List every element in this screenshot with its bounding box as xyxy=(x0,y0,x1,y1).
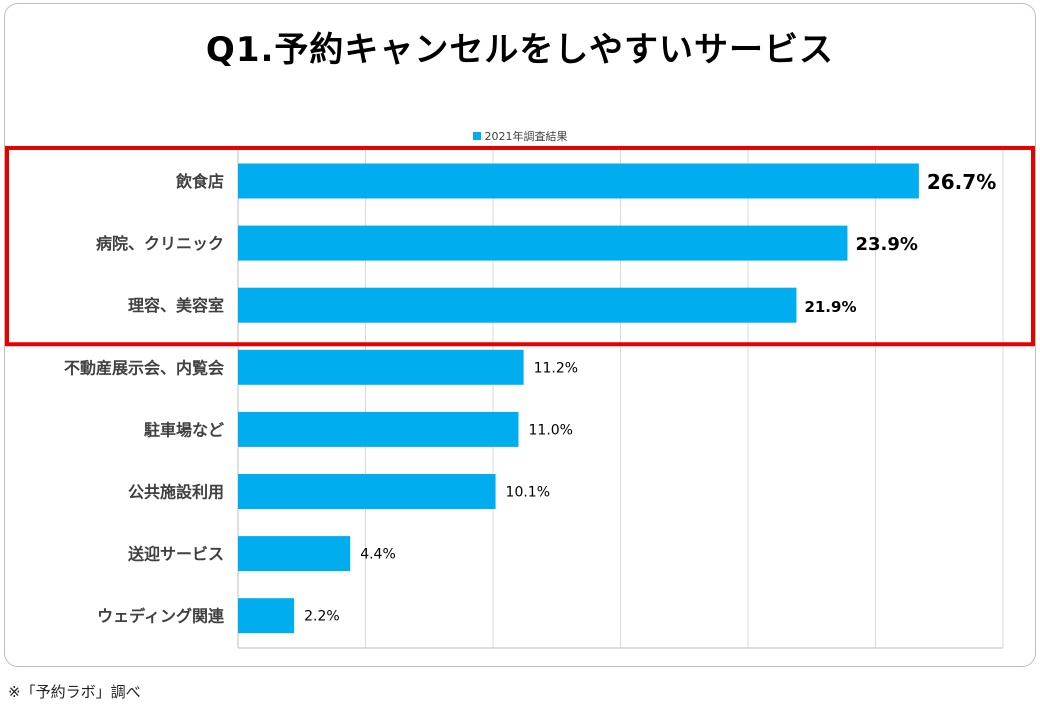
data-label: 23.9% xyxy=(855,234,917,255)
chart-frame xyxy=(4,3,1036,667)
category-label: ウェディング関連 xyxy=(97,607,225,626)
bar xyxy=(238,163,919,199)
legend: 2021年調査結果 xyxy=(0,128,1040,144)
source-note: ※「予約ラボ」調べ xyxy=(8,683,141,701)
legend-label: 2021年調査結果 xyxy=(484,130,568,143)
data-label: 2.2% xyxy=(304,609,340,625)
bar xyxy=(238,536,351,572)
data-label: 10.1% xyxy=(506,485,550,501)
bar xyxy=(238,287,797,323)
highlight-box xyxy=(5,145,1035,347)
data-label: 4.4% xyxy=(360,547,396,563)
bar xyxy=(238,598,295,634)
data-label: 26.7% xyxy=(927,170,996,194)
bar xyxy=(238,411,519,447)
chart-title: Q1.予約キャンセルをしやすいサービス xyxy=(205,30,835,70)
bar xyxy=(238,349,524,385)
bar xyxy=(238,474,496,509)
bar xyxy=(238,225,848,261)
data-label: 21.9% xyxy=(804,298,856,316)
category-label: 病院、クリニック xyxy=(96,234,224,253)
category-label: 飲食店 xyxy=(175,172,224,191)
legend-swatch xyxy=(472,132,481,140)
category-label: 駐車場など xyxy=(144,420,224,439)
category-label: 送迎サービス xyxy=(127,545,224,564)
data-label: 11.0% xyxy=(529,422,573,438)
category-label: 公共施設利用 xyxy=(128,483,224,502)
data-label: 11.2% xyxy=(534,360,578,376)
category-label: 不動産展示会、内覧会 xyxy=(64,358,224,377)
category-label: 理容、美容室 xyxy=(128,296,224,315)
